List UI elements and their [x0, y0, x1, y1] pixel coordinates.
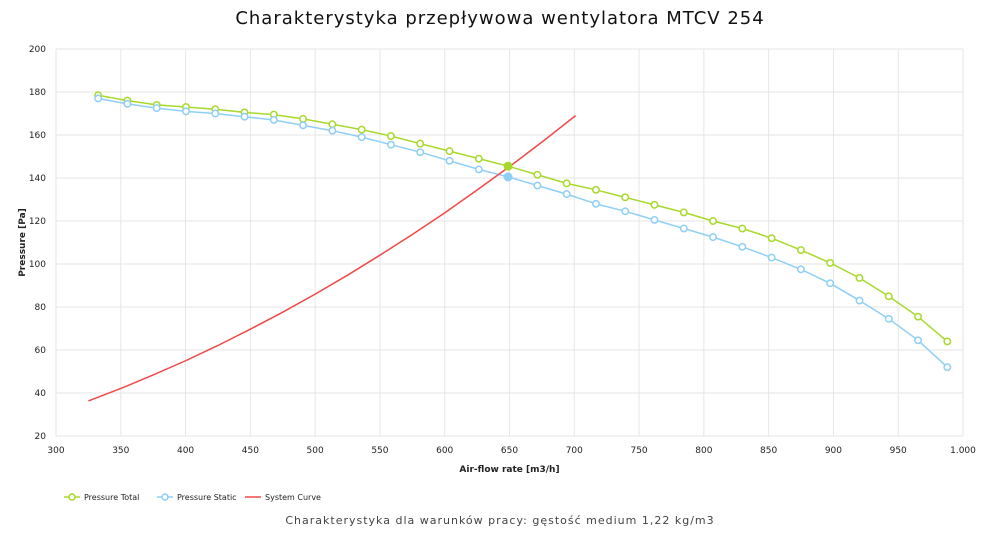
series-line-2: [88, 115, 577, 402]
data-point: [445, 147, 454, 156]
data-point: [416, 148, 425, 157]
operating-point-static: [503, 172, 513, 182]
x-tick-label: 650: [501, 446, 518, 456]
data-point: [884, 292, 893, 301]
data-point: [855, 296, 864, 305]
data-point: [474, 154, 483, 163]
y-tick-label: 80: [35, 303, 47, 313]
data-point: [679, 224, 688, 233]
x-tick-label: 500: [307, 446, 324, 456]
x-tick-label: 900: [825, 446, 842, 456]
legend-marker: [68, 493, 76, 501]
chart-title: Charakterystyka przepływowa wentylatora …: [235, 8, 765, 29]
data-point: [445, 156, 454, 165]
data-point: [357, 125, 366, 134]
x-tick-label: 400: [177, 446, 194, 456]
data-point: [386, 132, 395, 141]
data-point: [621, 207, 630, 216]
data-point: [562, 190, 571, 199]
x-tick-label: 800: [695, 446, 712, 456]
x-tick-label: 550: [371, 446, 388, 456]
x-tick-label: 700: [566, 446, 583, 456]
data-point: [591, 199, 600, 208]
y-tick-label: 120: [29, 217, 46, 227]
data-point: [738, 242, 747, 251]
y-tick-label: 200: [29, 45, 46, 55]
x-tick-label: 600: [436, 446, 453, 456]
data-point: [328, 126, 337, 135]
data-point: [826, 279, 835, 288]
data-point: [94, 94, 103, 103]
data-point: [182, 107, 190, 116]
data-point: [591, 185, 600, 194]
data-point: [767, 234, 776, 243]
data-point: [152, 104, 161, 113]
data-point: [240, 112, 249, 121]
data-point: [650, 215, 659, 224]
data-point: [826, 258, 835, 267]
data-point: [943, 337, 952, 346]
data-point: [738, 224, 747, 233]
data-point: [474, 165, 483, 174]
y-tick-label: 100: [29, 260, 46, 270]
data-point: [709, 217, 718, 225]
data-point: [416, 139, 425, 148]
data-point: [767, 253, 776, 262]
x-tick-label: 1.000: [950, 446, 976, 456]
x-tick-label: 350: [112, 446, 129, 456]
data-point: [884, 314, 893, 323]
data-point: [299, 114, 308, 123]
series-line-0: [97, 94, 948, 342]
legend-label: Pressure Static: [177, 493, 237, 502]
legend-label: System Curve: [265, 493, 321, 502]
data-point: [269, 116, 278, 124]
x-tick-label: 950: [890, 446, 907, 456]
y-tick-label: 180: [29, 88, 46, 98]
data-point: [562, 179, 571, 188]
data-point: [679, 208, 688, 217]
chart-subtitle: Charakterystyka dla warunków pracy: gęst…: [285, 514, 715, 527]
data-point: [709, 233, 718, 242]
data-point: [357, 133, 366, 142]
legend-label: Pressure Total: [84, 493, 139, 502]
y-axis-label: Pressure [Pa]: [18, 208, 28, 277]
data-point: [943, 363, 952, 372]
x-axis-label: Air-flow rate [m3/h]: [459, 465, 559, 475]
data-point: [386, 140, 395, 149]
y-tick-label: 40: [35, 389, 47, 399]
data-point: [123, 99, 132, 108]
y-tick-label: 140: [29, 174, 46, 184]
data-point: [855, 274, 864, 282]
series-line-1: [97, 97, 948, 368]
y-tick-label: 60: [35, 346, 47, 356]
legend-marker: [161, 493, 169, 501]
x-tick-label: 300: [47, 446, 64, 456]
data-point: [299, 121, 308, 130]
data-point: [796, 246, 805, 254]
data-point: [650, 200, 659, 209]
x-tick-label: 450: [242, 446, 259, 456]
operating-point-total: [503, 161, 513, 171]
data-point: [621, 193, 630, 202]
data-point: [211, 109, 220, 118]
data-point: [533, 170, 542, 179]
y-tick-label: 160: [29, 131, 46, 141]
data-point: [328, 120, 337, 129]
x-tick-label: 750: [630, 446, 647, 456]
data-point: [533, 181, 542, 190]
data-point: [914, 312, 922, 321]
data-point: [796, 265, 805, 274]
x-tick-label: 850: [760, 446, 777, 456]
data-point: [914, 336, 922, 345]
y-tick-label: 20: [35, 432, 47, 442]
